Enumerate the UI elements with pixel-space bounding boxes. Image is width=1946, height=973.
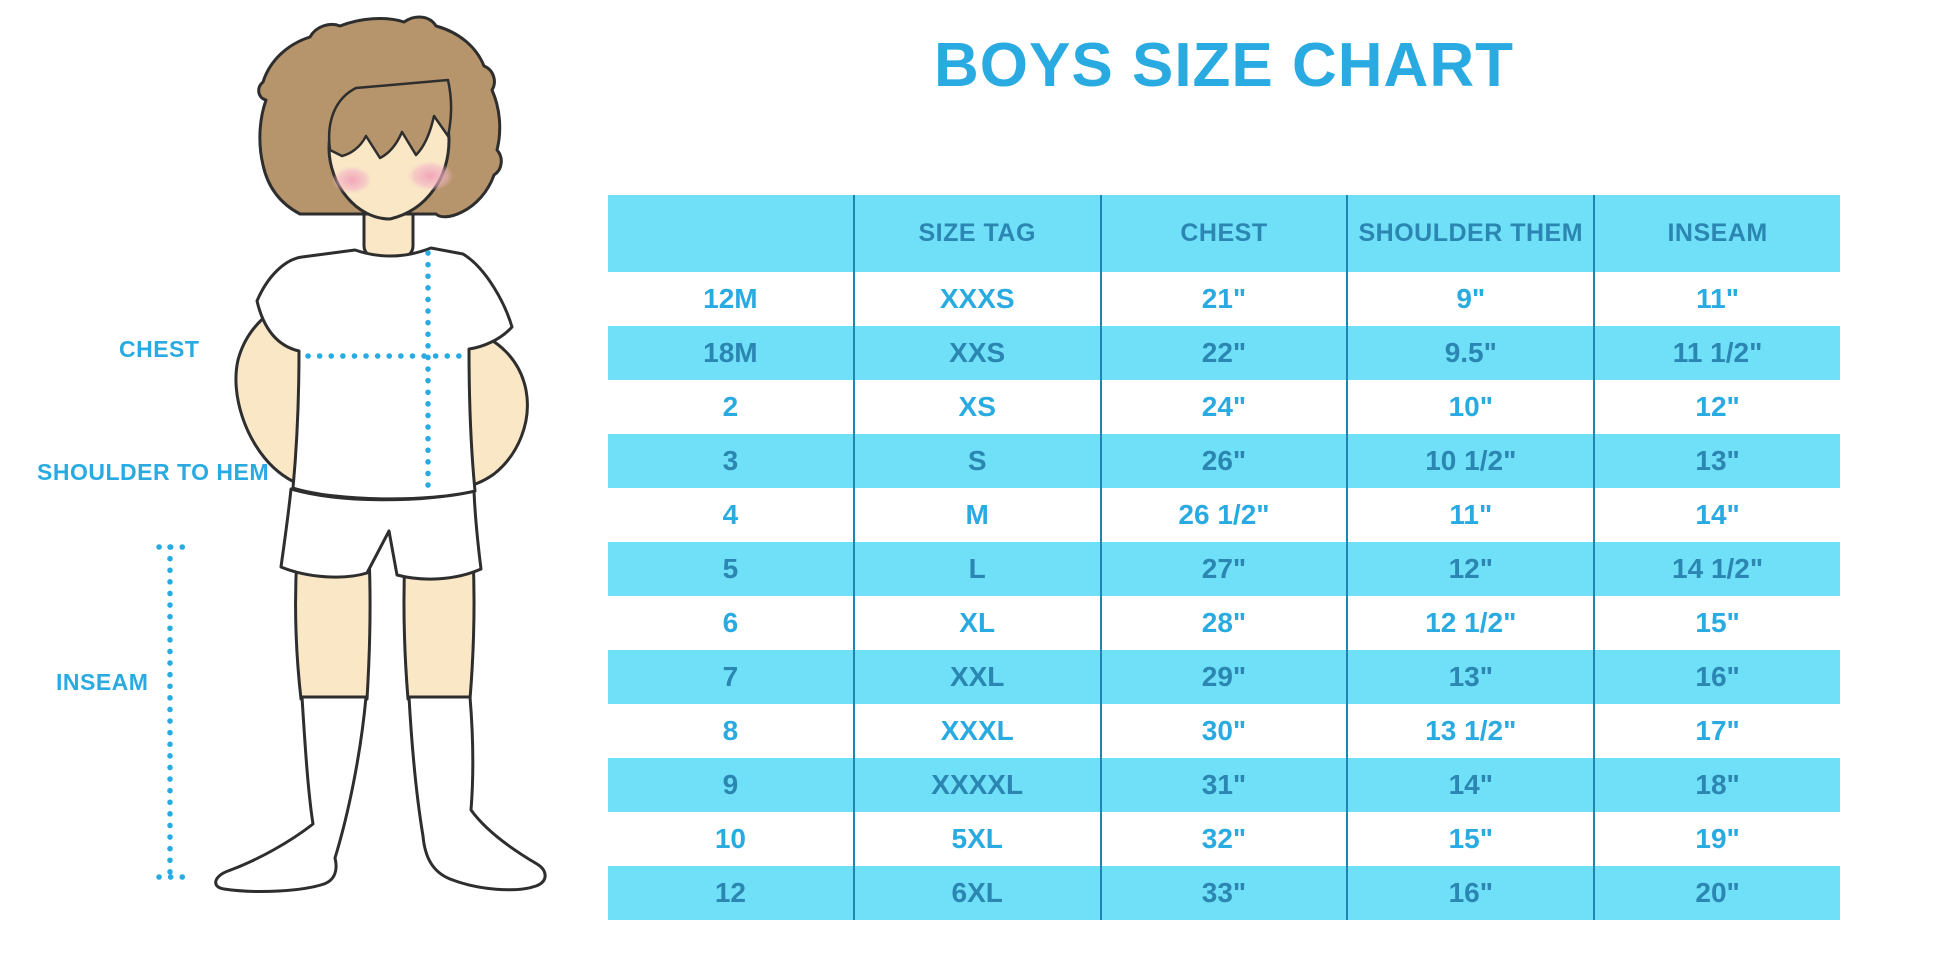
- table-cell: 26": [1099, 434, 1347, 488]
- boy-shorts: [279, 487, 483, 581]
- table-cell: 11": [1593, 272, 1840, 326]
- table-cell: 13": [1346, 650, 1593, 704]
- boy-blush: [332, 161, 453, 194]
- table-row: 9 XXXXL 31" 14" 18": [608, 758, 1840, 812]
- table-cell: 28": [1099, 596, 1347, 650]
- table-cell: XXS: [852, 326, 1100, 380]
- inseam-label: INSEAM: [56, 669, 149, 695]
- table-cell: 9": [1346, 272, 1593, 326]
- table-cell: 11": [1346, 488, 1593, 542]
- table-cell: 13 1/2": [1346, 704, 1593, 758]
- table-row: 6 XL 28" 12 1/2" 15": [608, 596, 1840, 650]
- table-cell: 20": [1593, 866, 1840, 920]
- boy-socks: [214, 695, 547, 893]
- table-row: 12 6XL 33" 16" 20": [608, 866, 1840, 920]
- header-cell: CHEST: [1099, 195, 1347, 272]
- table-cell: XS: [852, 380, 1100, 434]
- table-cell: 21": [1099, 272, 1347, 326]
- table-cell: 26 1/2": [1099, 488, 1347, 542]
- shoulder-to-hem-label: SHOULDER TO HEM: [37, 459, 269, 485]
- table-cell: 17": [1593, 704, 1840, 758]
- table-row: 5 L 27" 12" 14 1/2": [608, 542, 1840, 596]
- table-cell: 33": [1099, 866, 1347, 920]
- table-cell: 12": [1346, 542, 1593, 596]
- table-cell: 15": [1593, 596, 1840, 650]
- table-cell: 29": [1099, 650, 1347, 704]
- table-cell: XXL: [852, 650, 1100, 704]
- header-cell: SIZE TAG: [852, 195, 1100, 272]
- table-cell: 27": [1099, 542, 1347, 596]
- table-cell: 24": [1099, 380, 1347, 434]
- table-row: 18M XXS 22" 9.5" 11 1/2": [608, 326, 1840, 380]
- table-cell: 32": [1099, 812, 1347, 866]
- table-row: 12M XXXS 21" 9" 11": [608, 272, 1840, 326]
- table-cell: M: [852, 488, 1100, 542]
- table-cell: 22": [1099, 326, 1347, 380]
- table-cell: 10: [714, 823, 746, 854]
- table-cell: 5XL: [852, 812, 1100, 866]
- table-cell: L: [852, 542, 1100, 596]
- table-cell: 31": [1099, 758, 1347, 812]
- table-cell: XXXXL: [852, 758, 1100, 812]
- table-cell: 14": [1346, 758, 1593, 812]
- table-cell: 16": [1593, 650, 1840, 704]
- table-row: 4 M 26 1/2" 11" 14": [608, 488, 1840, 542]
- page-title: BOYS SIZE CHART: [934, 31, 1514, 100]
- table-cell: 11 1/2": [1593, 326, 1840, 380]
- table-cell: 15": [1346, 812, 1593, 866]
- boy-measurement-illustration: [156, 15, 547, 893]
- table-cell: 7: [722, 661, 739, 692]
- table-cell: XXXL: [852, 704, 1100, 758]
- table-row: 8 XXXL 30" 13 1/2" 17": [608, 704, 1840, 758]
- table-cell: 14 1/2": [1593, 542, 1840, 596]
- boy-shirt: [255, 246, 514, 501]
- header-cell: INSEAM: [1593, 195, 1840, 272]
- table-cell: 13": [1593, 434, 1840, 488]
- table-cell: 9.5": [1346, 326, 1593, 380]
- size-table: SIZE TAG CHEST SHOULDER THEM INSEAM 12M XXXS…: [608, 195, 1840, 920]
- table-row: 2 XS 24" 10" 12": [608, 380, 1840, 434]
- table-cell: 19": [1593, 812, 1840, 866]
- table-row: 10 5XL 32" 15" 19": [608, 812, 1840, 866]
- table-cell: 12: [714, 877, 746, 908]
- inseam-dotted-line: [156, 544, 196, 880]
- header-cell: SHOULDER THEM: [1346, 195, 1593, 272]
- table-cell: 6: [722, 607, 739, 638]
- table-cell: 10": [1346, 380, 1593, 434]
- table-cell: 16": [1346, 866, 1593, 920]
- table-cell: 14": [1593, 488, 1840, 542]
- table-cell: 2: [722, 391, 739, 422]
- table-cell: 18M: [703, 337, 758, 368]
- table-cell: 3: [722, 445, 739, 476]
- table-cell: 12M: [703, 283, 758, 314]
- table-cell: 12 1/2": [1346, 596, 1593, 650]
- table-cell: XXXS: [852, 272, 1100, 326]
- table-cell: 5: [722, 553, 739, 584]
- table-cell: S: [852, 434, 1100, 488]
- table-row: 3 S 26" 10 1/2" 13": [608, 434, 1840, 488]
- header-cell: [608, 195, 853, 272]
- table-cell: XL: [852, 596, 1100, 650]
- table-cell: 12": [1593, 380, 1840, 434]
- table-header-row: SIZE TAG CHEST SHOULDER THEM INSEAM: [608, 195, 1840, 272]
- table-cell: 8: [722, 715, 739, 746]
- chest-label: CHEST: [119, 336, 200, 362]
- table-cell: 30": [1099, 704, 1347, 758]
- table-cell: 9: [722, 769, 739, 800]
- table-cell: 4: [722, 499, 739, 530]
- table-cell: 10 1/2": [1346, 434, 1593, 488]
- table-cell: 6XL: [852, 866, 1100, 920]
- table-row: 7 XXL 29" 13" 16": [608, 650, 1840, 704]
- table-cell: 18": [1593, 758, 1840, 812]
- boy-fringe: [327, 78, 453, 160]
- table-body: 12M XXXS 21" 9" 11" 18M XXS 22" 9.5" 11 1/2" 2 XS 24…: [608, 272, 1840, 920]
